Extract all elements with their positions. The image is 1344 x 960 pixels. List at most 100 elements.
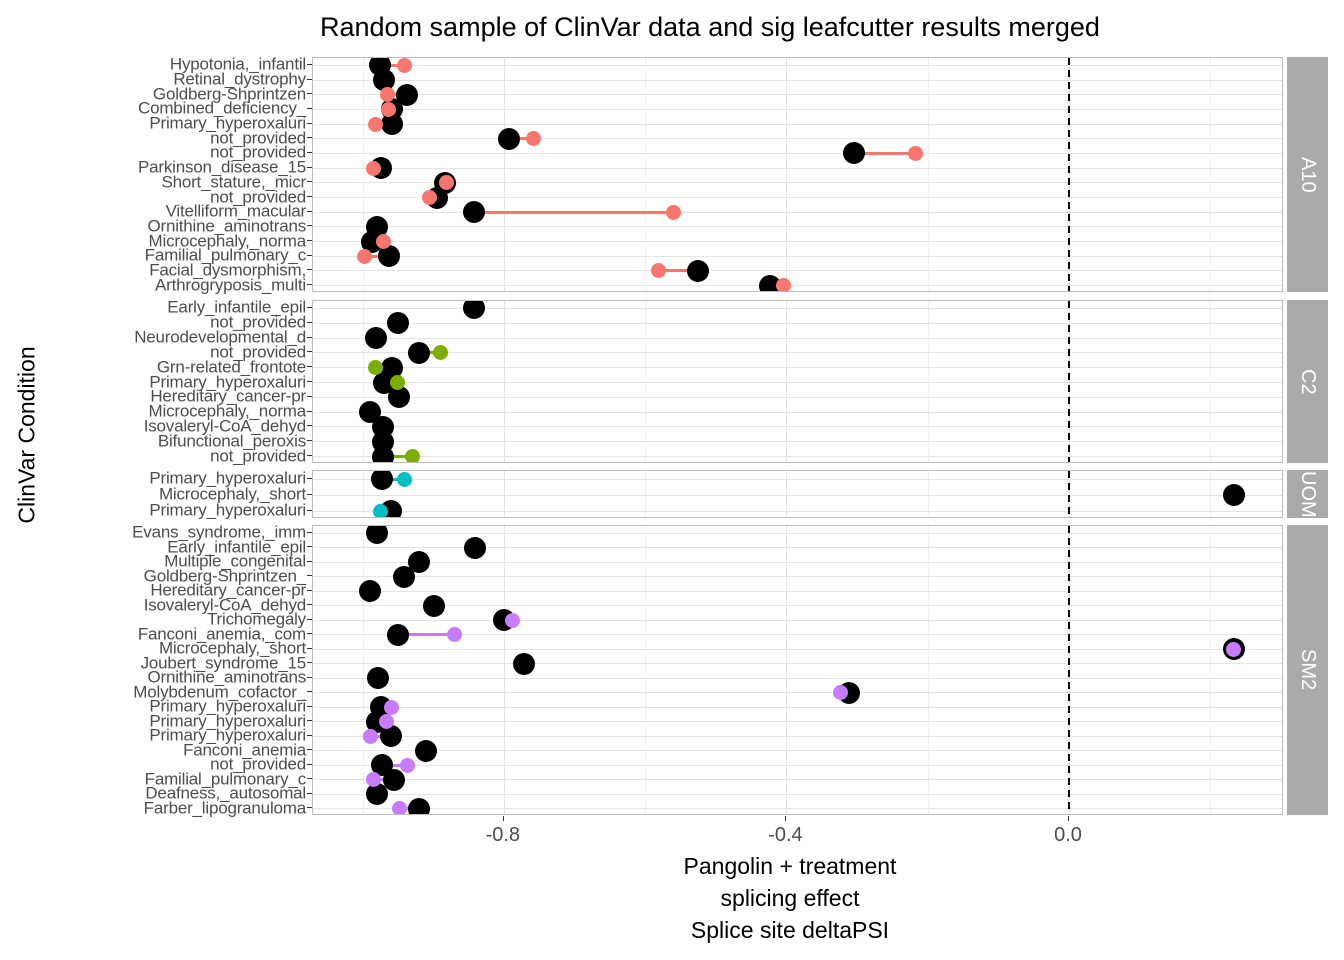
row-gridline: [313, 108, 1282, 110]
colored-data-point: [446, 627, 462, 643]
x-axis-title-line-3: Splice site deltaPSI: [690, 917, 890, 943]
y-tick-label: Hereditary_cancer-pr: [150, 580, 306, 600]
x-axis-title-line-1: Pangolin + treatment: [683, 853, 897, 879]
row-gridline: [313, 241, 1282, 243]
y-tick-mark: [307, 662, 312, 664]
row-gridline: [313, 576, 1282, 578]
minor-gridline: [927, 58, 929, 291]
x-axis-title: Pangolin + treatment splicing effect Spl…: [684, 850, 897, 946]
y-tick-mark: [307, 604, 312, 606]
y-tick-mark: [307, 546, 312, 548]
y-tick-label: Hypotonia,_infantil: [169, 54, 306, 74]
y-tick-mark: [307, 778, 312, 780]
y-tick-mark: [307, 560, 312, 562]
black-data-point: [388, 386, 411, 409]
row-gridline: [313, 750, 1282, 752]
y-tick-label: Farber_lipogranuloma: [143, 798, 307, 818]
minor-gridline: [927, 301, 929, 462]
row-gridline: [313, 322, 1282, 324]
row-gridline: [313, 441, 1282, 443]
black-data-point: [687, 259, 710, 282]
y-tick-mark: [307, 509, 312, 511]
colored-data-point: [405, 449, 421, 462]
black-data-point: [463, 536, 486, 559]
colored-data-point: [525, 131, 541, 147]
black-data-point: [396, 83, 418, 106]
connector-segment: [509, 137, 534, 141]
chart-title: Random sample of ClinVar data and sig le…: [320, 12, 1100, 42]
y-tick-label: Molybdenum_cofactor_: [133, 682, 306, 702]
zero-reference-line: [1068, 471, 1070, 517]
colored-data-point: [368, 116, 384, 132]
y-tick-label: Early_infantile_epil: [167, 537, 306, 557]
row-gridline: [313, 255, 1282, 257]
y-tick-mark: [307, 618, 312, 620]
y-tick-mark: [307, 196, 312, 198]
y-tick-label: Vitelliform_macular: [165, 201, 307, 221]
y-tick-label: Hereditary_cancer-pr: [150, 386, 306, 406]
y-tick-label: Neurodevelopmental_d: [134, 327, 306, 347]
y-tick-label: Microcephaly,_norma: [148, 231, 307, 251]
y-tick-mark: [307, 493, 312, 495]
y-tick-mark: [307, 306, 312, 308]
y-tick-mark: [307, 425, 312, 427]
major-gridline: [786, 301, 788, 462]
row-gridline: [313, 426, 1282, 428]
y-tick-label: Familial_pulmonary_c: [144, 769, 307, 789]
minor-gridline: [645, 301, 647, 462]
y-tick-label: Primary_hyperoxaluri: [149, 113, 306, 133]
black-data-point: [393, 565, 416, 588]
major-gridline: [786, 471, 788, 517]
black-data-point: [364, 327, 387, 350]
y-tick-mark: [307, 122, 312, 124]
row-gridline: [313, 677, 1282, 679]
y-tick-mark: [307, 647, 312, 649]
facet-strip-label: UOM: [1297, 470, 1319, 518]
facet-strip-sm2: SM2: [1287, 525, 1328, 815]
y-tick-label: Goldberg-Shprintzen: [152, 84, 306, 104]
minor-gridline: [645, 471, 647, 517]
minor-gridline: [645, 58, 647, 291]
x-tick-mark: [1068, 816, 1069, 821]
y-tick-label: not_provided: [210, 312, 306, 332]
row-gridline: [313, 494, 1282, 496]
y-tick-mark: [307, 589, 312, 591]
row-gridline: [313, 619, 1282, 621]
minor-gridline: [362, 58, 364, 291]
y-tick-label: Early_infantile_epil: [167, 297, 306, 317]
y-tick-mark: [307, 455, 312, 457]
black-data-point: [372, 69, 395, 92]
connector-segment: [474, 210, 674, 214]
black-data-point: [408, 797, 431, 814]
y-tick-mark: [307, 225, 312, 227]
connector-segment: [854, 151, 916, 155]
row-gridline: [313, 307, 1282, 309]
connector-segment: [382, 455, 413, 459]
row-gridline: [313, 94, 1282, 96]
black-data-point: [415, 739, 438, 762]
colored-data-point: [379, 714, 395, 730]
facet-panel-sm2: [312, 525, 1283, 815]
y-tick-label: Bifunctional_peroxis: [157, 431, 306, 451]
y-tick-label: Primary_hyperoxaluri: [149, 696, 306, 716]
connector-segment: [658, 269, 699, 273]
colored-data-point: [397, 58, 413, 73]
black-data-point: [365, 783, 388, 806]
minor-gridline: [1210, 471, 1212, 517]
minor-gridline: [927, 471, 929, 517]
facet-strip-label: C2: [1297, 368, 1319, 395]
colored-data-point: [833, 685, 849, 701]
major-gridline: [503, 526, 505, 814]
y-tick-mark: [307, 78, 312, 80]
colored-data-point: [908, 145, 924, 161]
facet-panel-c2: [312, 300, 1283, 463]
black-data-point: [367, 667, 390, 690]
facet-strip-c2: C2: [1287, 300, 1328, 463]
row-gridline: [313, 211, 1282, 213]
y-tick-label: Joubert_syndrome_15: [140, 653, 307, 673]
y-tick-mark: [307, 720, 312, 722]
row-gridline: [313, 337, 1282, 339]
connector-segment: [380, 63, 405, 67]
connector-segment: [381, 477, 405, 481]
y-tick-label: not_provided: [210, 446, 306, 466]
